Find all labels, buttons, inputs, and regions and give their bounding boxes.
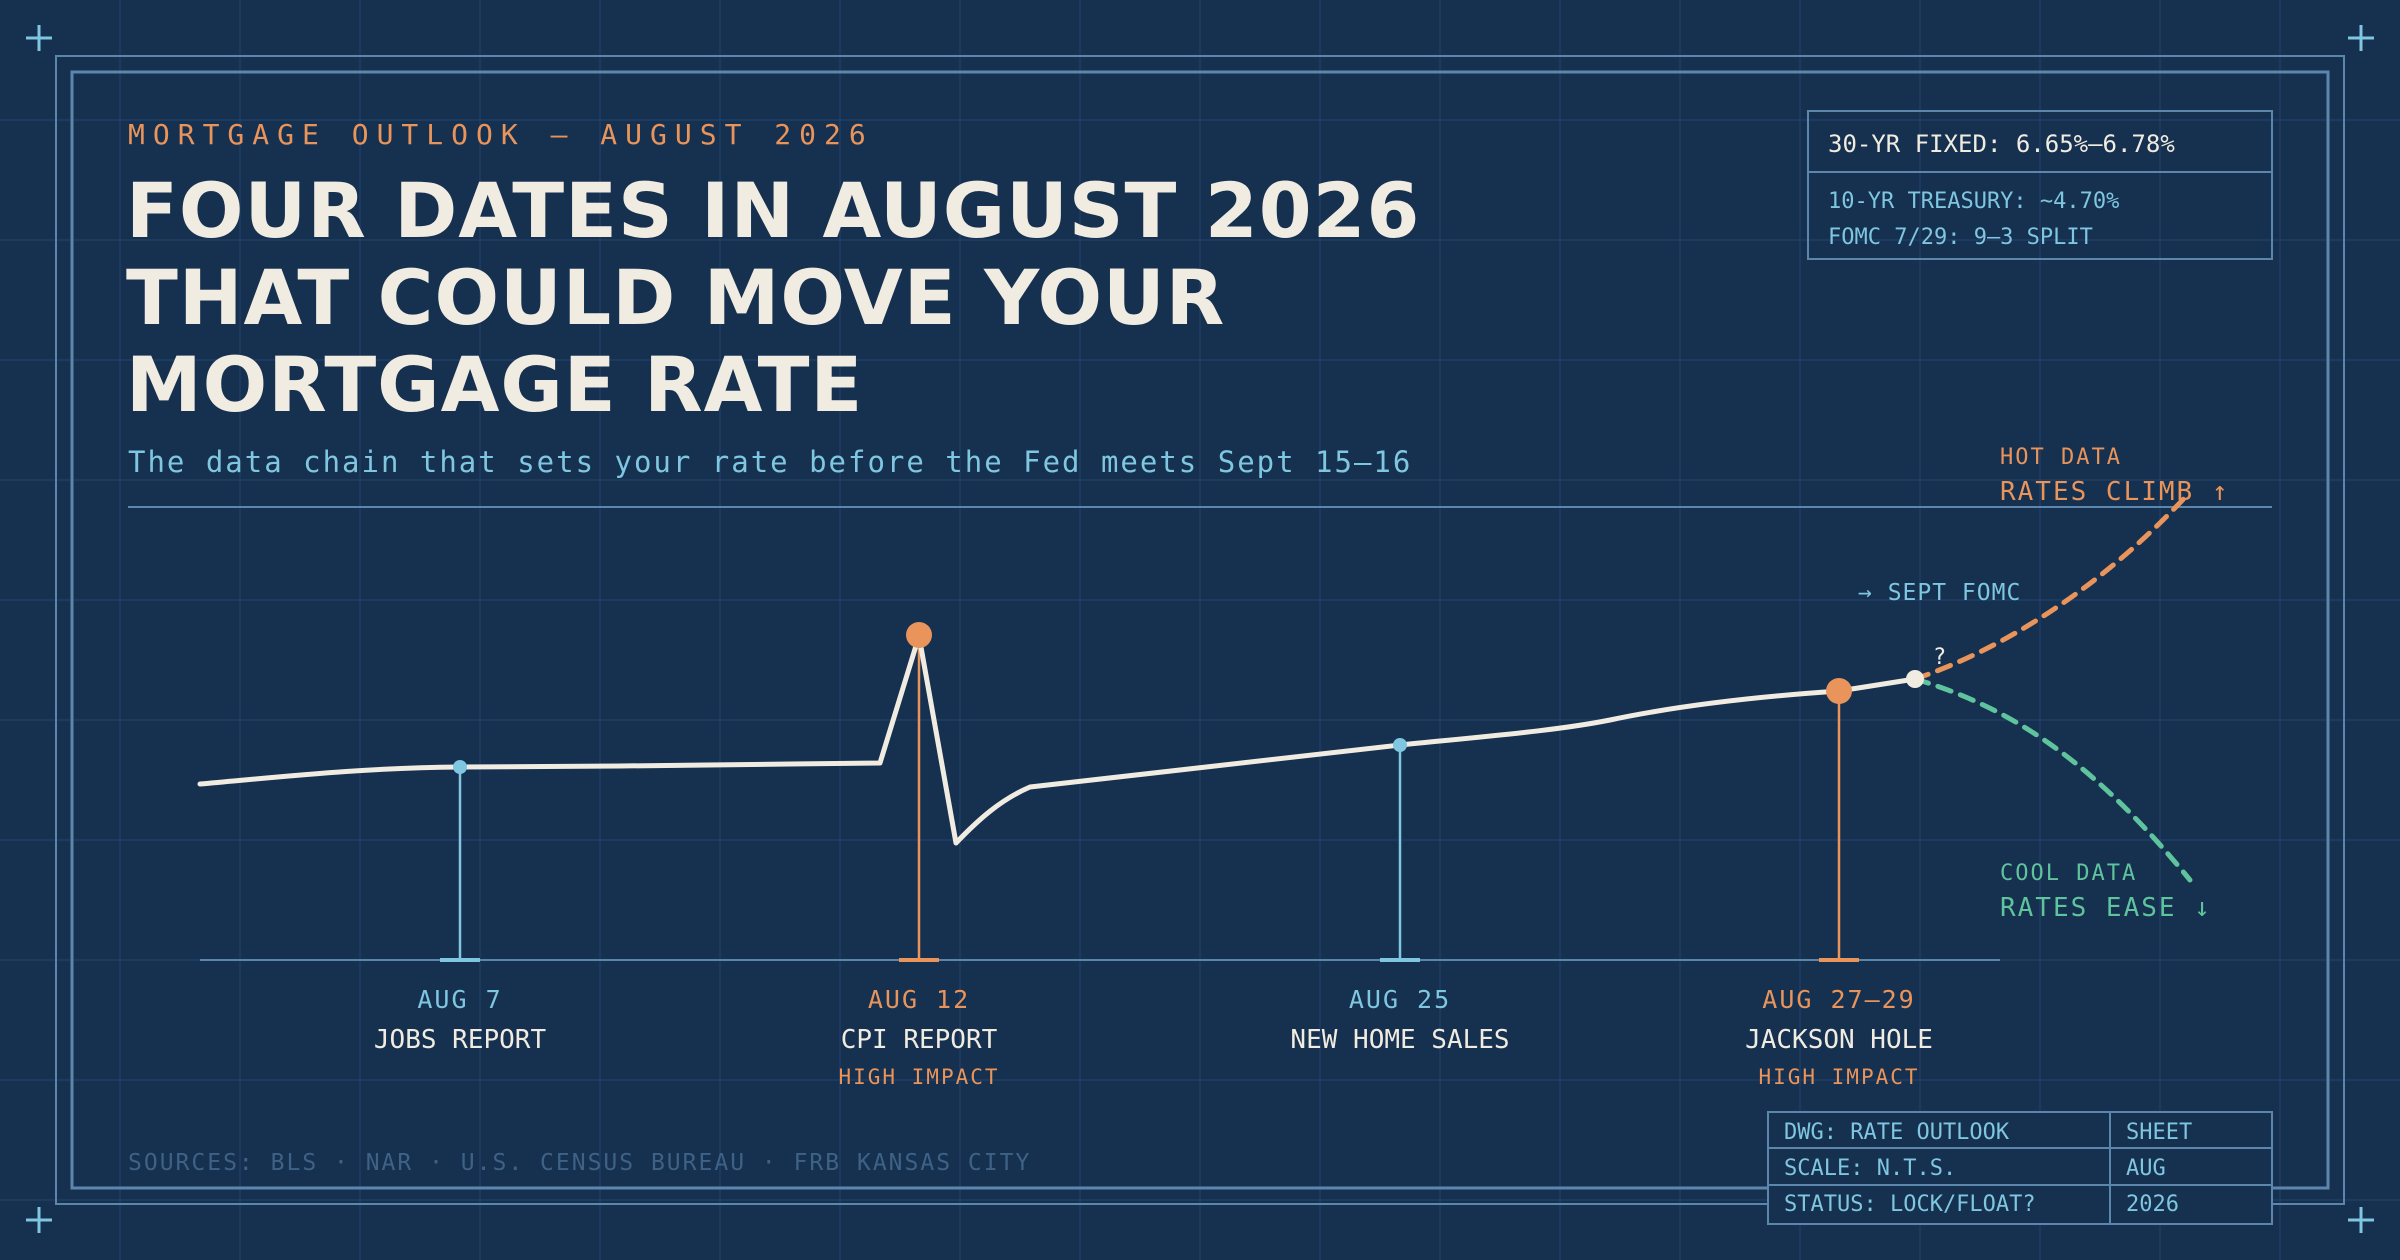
headline-line-3: MORTGAGE RATE [126,340,863,429]
rate-path-line [197,633,1918,846]
rates-ease-label: RATES EASE ↓ [2000,893,2212,923]
event-stems [440,635,1859,962]
cool-data-label: COOL DATA [2000,861,2137,886]
marker-aug-12 [906,622,932,648]
event-name-jobs-report: JOBS REPORT [374,1025,547,1055]
fomc-question-mark: ? [1933,645,1946,670]
title-block-status: STATUS: LOCK/FLOAT? [1784,1192,2036,1217]
outer-frame [55,55,2345,1205]
corner-mark-bottom-right [2348,1207,2374,1233]
corner-mark-top-right [2348,25,2374,51]
rate-box-treasury: 10-YR TREASURY: ~4.70% [1828,189,2119,214]
kicker-text: MORTGAGE OUTLOOK — AUGUST 2026 [128,118,874,151]
hot-branch-line [1912,489,2193,682]
title-block-year: 2026 [2126,1192,2179,1217]
rate-box-fomc: FOMC 7/29: 9–3 SPLIT [1828,225,2093,250]
title-block-month: AUG [2126,1156,2166,1181]
event-impact-cpi: HIGH IMPACT [838,1065,999,1089]
event-date-aug-25: AUG 25 [1349,985,1451,1014]
event-name-new-home-sales: NEW HOME SALES [1290,1025,1509,1055]
inner-frame [70,70,2330,1190]
marker-fomc-node [1906,670,1924,688]
event-name-jackson-hole: JACKSON HOLE [1745,1025,1933,1055]
corner-mark-top-left [26,25,52,51]
headline-line-2: THAT COULD MOVE YOUR [126,253,1225,342]
corner-mark-bottom-left [26,1207,52,1233]
hot-data-label: HOT DATA [2000,445,2122,470]
headline-line-1: FOUR DATES IN AUGUST 2026 [126,166,1420,255]
subtitle: The data chain that sets your rate befor… [128,445,1412,479]
rate-box-30yr: 30-YR FIXED: 6.65%–6.78% [1828,130,2175,158]
cool-branch-line [1912,676,2193,883]
title-block-scale: SCALE: N.T.S. [1784,1156,1956,1181]
rate-box: 30-YR FIXED: 6.65%–6.78% 10-YR TREASURY:… [1807,110,2273,260]
event-impact-jackson-hole: HIGH IMPACT [1758,1065,1919,1089]
title-block: DWG: RATE OUTLOOK SHEET SCALE: N.T.S. AU… [1767,1111,2273,1225]
event-labels: AUG 7 JOBS REPORT AUG 12 CPI REPORT HIGH… [374,985,1933,1089]
sources-footnote: SOURCES: BLS · NAR · U.S. CENSUS BUREAU … [128,1150,1031,1176]
title-block-sheet: SHEET [2126,1120,2192,1145]
marker-aug-25 [1393,738,1407,752]
event-date-aug-7: AUG 7 [417,985,502,1014]
title-block-dwg: DWG: RATE OUTLOOK [1784,1120,2010,1145]
sept-fomc-label: → SEPT FOMC [1858,580,2021,606]
marker-aug-27-29 [1826,678,1852,704]
event-name-cpi-report: CPI REPORT [841,1025,998,1055]
event-date-aug-12: AUG 12 [868,985,970,1014]
corner-marks [26,25,2374,1233]
rates-climb-label: RATES CLIMB ↑ [2000,477,2230,507]
marker-aug-7 [453,760,467,774]
event-date-aug-27-29: AUG 27–29 [1762,985,1915,1014]
